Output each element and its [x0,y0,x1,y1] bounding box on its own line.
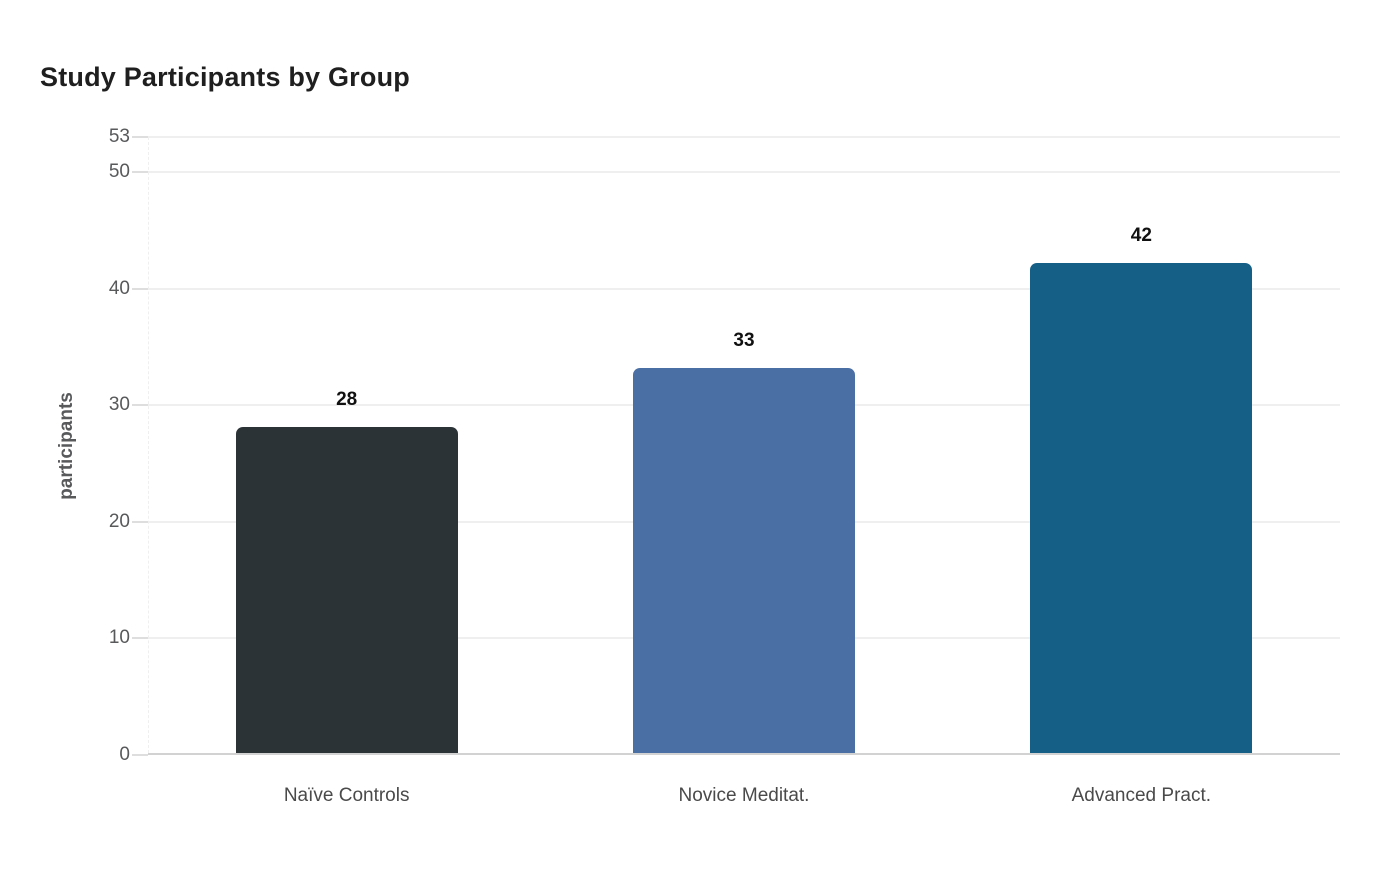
y-axis-line [148,137,149,753]
x-axis-category-label: Naïve Controls [283,785,410,806]
bar-value-label: 33 [733,330,755,352]
y-tick-label: 30 [108,394,130,416]
y-tick-mark [132,136,148,138]
bar[interactable] [633,368,855,753]
y-tick-mark [132,404,148,407]
gridline [148,170,1340,173]
plot-area: 0 10 20 30 40 50 53 28 Naïve Controls 33 Novice Me… [109,126,1340,806]
y-tick-label: 53 [108,126,130,147]
x-axis-category-label: Novice Meditat. [678,785,810,806]
y-tick-label: 40 [108,277,130,299]
x-axis-category-label: Advanced Pract. [1071,785,1212,806]
y-tick-label: 10 [108,627,130,649]
bar[interactable] [235,426,458,753]
y-tick-mark [132,754,148,756]
bar[interactable] [1030,263,1253,753]
y-tick-mark [132,520,148,523]
gridline [148,136,1340,138]
y-tick-mark [132,170,148,173]
bar-value-label: 42 [1130,225,1152,247]
gridline [148,287,1340,290]
y-tick-mark [132,637,148,640]
bar-value-label: 28 [336,388,358,410]
y-tick-mark [132,287,148,290]
y-tick-label: 50 [108,160,130,182]
y-tick-label: 0 [119,744,130,765]
y-tick-label: 20 [108,510,130,532]
chart-title: Study Participants by Group [40,62,410,92]
